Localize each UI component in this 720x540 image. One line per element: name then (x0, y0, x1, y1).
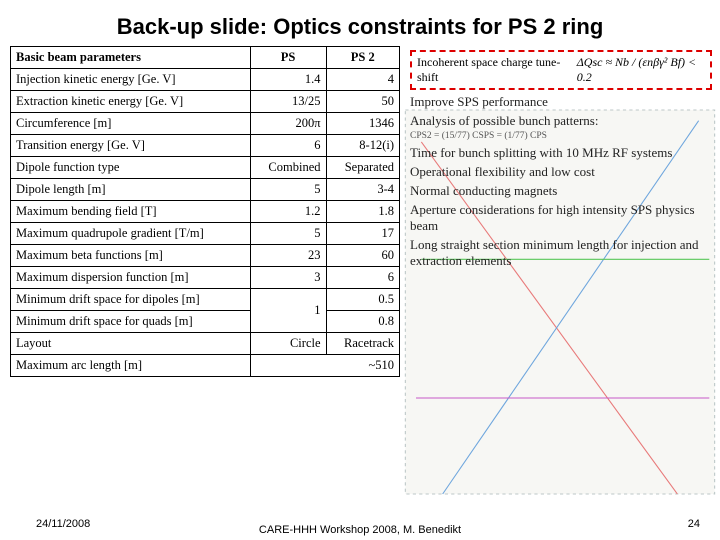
param-cell: Dipole length [m] (11, 179, 251, 201)
tune-shift-box: Incoherent space charge tune-shift ΔQsc … (410, 50, 712, 90)
tune-shift-label: Incoherent space charge tune-shift (417, 55, 571, 85)
ps2-cell: 50 (326, 91, 399, 113)
ps-cell: 1.4 (250, 69, 326, 91)
table-row: Maximum beta functions [m]2360 (11, 245, 400, 267)
param-cell: Minimum drift space for dipoles [m] (11, 289, 251, 311)
ps-cell: 5 (250, 223, 326, 245)
param-cell: Transition energy [Ge. V] (11, 135, 251, 157)
ps-cell: Combined (250, 157, 326, 179)
table-row: Maximum bending field [T]1.21.8 (11, 201, 400, 223)
ps2-cell: 0.8 (326, 311, 399, 333)
ps2-cell: 4 (326, 69, 399, 91)
ps-cell: Circle (250, 333, 326, 355)
table-row: Maximum dispersion function [m]36 (11, 267, 400, 289)
ps2-cell: Racetrack (326, 333, 399, 355)
param-cell: Maximum beta functions [m] (11, 245, 251, 267)
ps-cell: 23 (250, 245, 326, 267)
col-ps2-header: PS 2 (326, 47, 399, 69)
footer-page: 24 (688, 518, 700, 530)
annotation-line: Aperture considerations for high intensi… (410, 202, 712, 234)
param-cell: Minimum drift space for quads [m] (11, 311, 251, 333)
ps2-cell: 8-12(i) (326, 135, 399, 157)
ps-cell: 200π (250, 113, 326, 135)
annotation-line: Long straight section minimum length for… (410, 237, 712, 269)
param-cell: Layout (11, 333, 251, 355)
slide-title: Back-up slide: Optics constraints for PS… (0, 0, 720, 46)
ps2-cell: 3-4 (326, 179, 399, 201)
annotation-line: Operational flexibility and low cost (410, 164, 712, 180)
annotation-line: Normal conducting magnets (410, 183, 712, 199)
annotation-line: CPS2 = (15/77) CSPS = (1/77) CPS (410, 131, 712, 141)
ps-cell: 5 (250, 179, 326, 201)
annotation-line: Time for bunch splitting with 10 MHz RF … (410, 145, 712, 161)
table-row: Dipole length [m]53-4 (11, 179, 400, 201)
col-param-header: Basic beam parameters (11, 47, 251, 69)
param-cell: Maximum arc length [m] (11, 355, 251, 377)
ps-cell: 1 (250, 289, 326, 333)
footer: 24/11/2008 CARE-HHH Workshop 2008, M. Be… (0, 524, 720, 536)
ps-cell: 6 (250, 135, 326, 157)
footer-date: 24/11/2008 (36, 518, 90, 530)
tune-shift-formula: ΔQsc ≈ Nb / (εnβγ² Bf) < 0.2 (577, 55, 705, 85)
param-cell: Maximum bending field [T] (11, 201, 251, 223)
table-row: Extraction kinetic energy [Ge. V]13/2550 (11, 91, 400, 113)
ps2-cell: ~510 (250, 355, 399, 377)
table-row: Injection kinetic energy [Ge. V]1.44 (11, 69, 400, 91)
ps2-cell: 17 (326, 223, 399, 245)
ps2-cell: 1.8 (326, 201, 399, 223)
param-cell: Maximum dispersion function [m] (11, 267, 251, 289)
ps2-cell: 1346 (326, 113, 399, 135)
ps2-cell: 6 (326, 267, 399, 289)
table-row: Transition energy [Ge. V]68-12(i) (11, 135, 400, 157)
param-cell: Dipole function type (11, 157, 251, 179)
annotation-line: Analysis of possible bunch patterns: (410, 113, 712, 129)
col-ps-header: PS (250, 47, 326, 69)
ps2-cell: 60 (326, 245, 399, 267)
footer-center: CARE-HHH Workshop 2008, M. Benedikt (0, 524, 720, 536)
ps-cell: 13/25 (250, 91, 326, 113)
table-row: Dipole function typeCombinedSeparated (11, 157, 400, 179)
annotation-line: Improve SPS performance (410, 94, 712, 110)
param-cell: Injection kinetic energy [Ge. V] (11, 69, 251, 91)
table-row: Maximum quadrupole gradient [T/m]517 (11, 223, 400, 245)
parameter-table-container: Basic beam parameters PS PS 2 Injection … (0, 46, 400, 506)
ps-cell: 3 (250, 267, 326, 289)
param-cell: Extraction kinetic energy [Ge. V] (11, 91, 251, 113)
table-row: Circumference [m]200π1346 (11, 113, 400, 135)
ps-cell: 1.2 (250, 201, 326, 223)
ps2-cell: Separated (326, 157, 399, 179)
right-annotations: Incoherent space charge tune-shift ΔQsc … (400, 46, 720, 506)
ps2-cell: 0.5 (326, 289, 399, 311)
parameter-table: Basic beam parameters PS PS 2 Injection … (10, 46, 400, 377)
param-cell: Maximum quadrupole gradient [T/m] (11, 223, 251, 245)
param-cell: Circumference [m] (11, 113, 251, 135)
